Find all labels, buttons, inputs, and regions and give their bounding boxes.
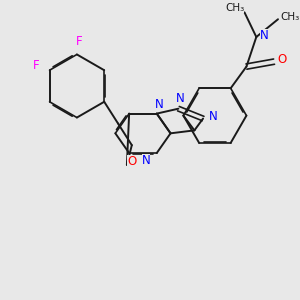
Text: CH₃: CH₃ xyxy=(280,12,299,22)
Text: CH₃: CH₃ xyxy=(225,3,244,14)
Text: N: N xyxy=(208,110,217,123)
Text: F: F xyxy=(76,35,82,48)
Text: N: N xyxy=(155,98,164,111)
Text: N: N xyxy=(260,28,268,41)
Text: F: F xyxy=(32,59,39,72)
Text: O: O xyxy=(127,155,136,168)
Text: N: N xyxy=(176,92,185,105)
Text: N: N xyxy=(142,154,150,167)
Text: O: O xyxy=(277,53,286,66)
